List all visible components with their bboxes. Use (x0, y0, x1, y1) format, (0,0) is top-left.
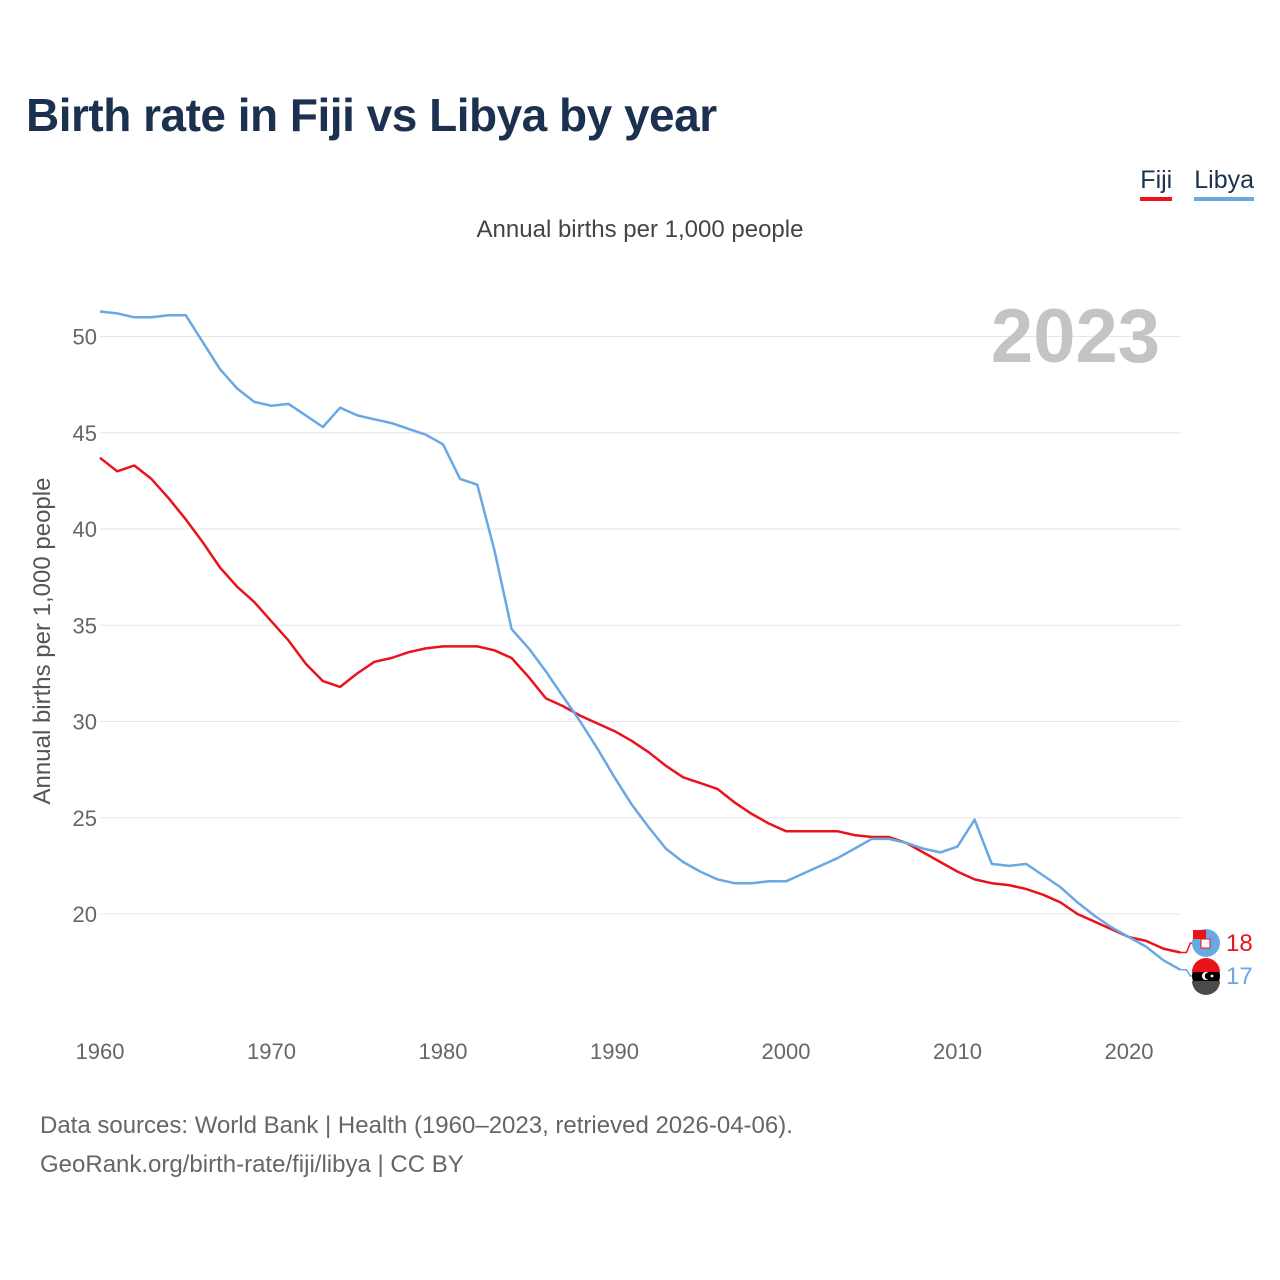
x-tick-label-2020: 2020 (1105, 1039, 1154, 1064)
end-value-label-fiji: 18 (1226, 930, 1253, 957)
line-chart: 20 25 30 35 40 45 50 1960 1970 1980 1990 2000 2010 2… (29, 294, 1253, 1064)
legend-item-libya[interactable]: Libya (1194, 166, 1254, 201)
series-line-fiji[interactable] (99, 456, 1181, 954)
chart-subtitle: Annual births per 1,000 people (476, 216, 804, 243)
legend: Fiji Libya (1140, 166, 1254, 201)
chart-title: Birth rate in Fiji vs Libya by year (26, 89, 717, 141)
end-value-label-libya: 17 (1226, 963, 1253, 990)
x-tick-label-1970: 1970 (247, 1039, 296, 1064)
y-tick-label-25: 25 (73, 806, 97, 831)
y-tick-label-45: 45 (73, 421, 97, 446)
x-tick-label-1960: 1960 (76, 1039, 125, 1064)
flag-marker-fiji (1192, 929, 1220, 957)
y-axis-title: Annual births per 1,000 people (29, 478, 56, 805)
series-lines (99, 310, 1182, 971)
gridlines (100, 336, 1181, 915)
connector-fiji (1180, 942, 1192, 954)
x-axis-tick-labels: 1960 1970 1980 1990 2000 2010 2020 (76, 1039, 1154, 1064)
x-tick-label-1980: 1980 (419, 1039, 468, 1064)
y-axis-tick-labels: 20 25 30 35 40 45 50 (73, 325, 97, 928)
x-tick-label-1990: 1990 (590, 1039, 639, 1064)
x-tick-label-2000: 2000 (762, 1039, 811, 1064)
flag-marker-libya (1192, 958, 1220, 995)
y-tick-label-50: 50 (73, 325, 97, 350)
x-tick-label-2010: 2010 (933, 1039, 982, 1064)
y-tick-label-20: 20 (73, 902, 97, 927)
year-watermark: 2023 (991, 294, 1160, 379)
y-tick-label-40: 40 (73, 517, 97, 542)
legend-item-fiji[interactable]: Fiji (1140, 166, 1173, 201)
series-line-libya[interactable] (99, 310, 1182, 971)
footer-link[interactable]: GeoRank.org/birth-rate/fiji/libya | CC B… (40, 1151, 464, 1178)
y-tick-label-35: 35 (73, 613, 97, 638)
y-tick-label-30: 30 (73, 710, 97, 735)
connector-libya (1180, 969, 1192, 977)
footer-sources: Data sources: World Bank | Health (1960–… (40, 1112, 793, 1139)
footer: Data sources: World Bank | Health (1960–… (40, 1106, 793, 1184)
